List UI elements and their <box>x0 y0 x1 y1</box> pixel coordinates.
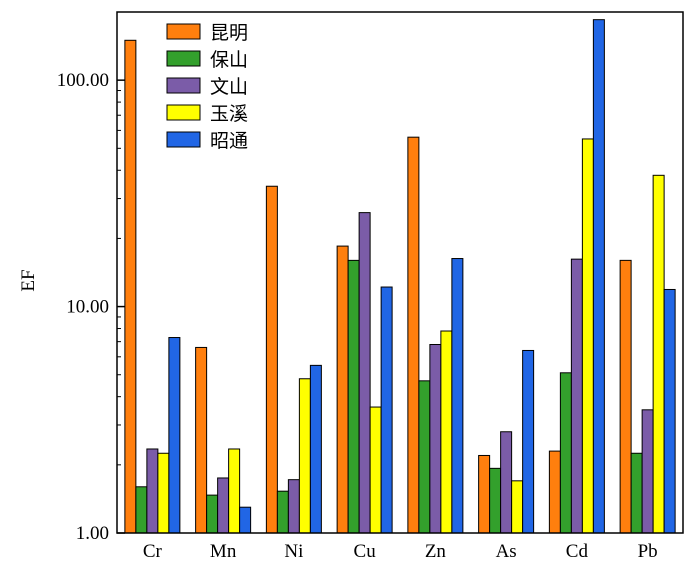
bar-Ni-昆明 <box>265 185 278 534</box>
legend-label-玉溪: 玉溪 <box>210 103 248 125</box>
bar-Cr-保山 <box>135 486 148 534</box>
bar-Cr-昆明 <box>124 39 137 534</box>
bar-Pb-昭通 <box>663 288 676 534</box>
y-tick-label: 10.00 <box>66 297 109 318</box>
bar-Cu-玉溪 <box>369 406 382 534</box>
y-axis-title: EF <box>18 269 39 291</box>
bar-Zn-玉溪 <box>440 330 453 534</box>
legend-label-文山: 文山 <box>210 76 248 98</box>
x-tick-label-Pb: Pb <box>638 541 658 562</box>
bar-Cr-文山 <box>146 448 159 534</box>
bar-Zn-文山 <box>429 344 442 534</box>
bar-Ni-文山 <box>287 479 300 534</box>
bar-Zn-昆明 <box>407 136 420 534</box>
legend-swatch-昭通 <box>166 131 201 148</box>
bars-layer <box>124 19 676 534</box>
bar-Cu-文山 <box>358 212 371 534</box>
bar-Mn-文山 <box>217 477 230 534</box>
x-tick-label-Cr: Cr <box>143 541 163 562</box>
bar-As-保山 <box>489 467 502 534</box>
legend-swatch-昆明 <box>166 23 201 40</box>
bar-Zn-保山 <box>418 380 431 534</box>
bar-Cu-保山 <box>347 259 360 534</box>
bar-Cd-玉溪 <box>581 138 594 534</box>
bar-Mn-保山 <box>206 494 219 534</box>
legend-swatch-玉溪 <box>166 104 201 121</box>
bar-Cr-昭通 <box>168 337 181 534</box>
bar-Ni-玉溪 <box>298 378 311 534</box>
bar-Mn-昆明 <box>195 346 208 534</box>
bar-Ni-保山 <box>276 490 289 534</box>
plot-frame <box>116 11 684 534</box>
bar-Pb-昆明 <box>619 259 632 534</box>
bar-Cd-保山 <box>559 372 572 534</box>
bar-Cd-昆明 <box>548 450 561 534</box>
y-tick-label: 100.00 <box>57 70 109 91</box>
bar-Cr-玉溪 <box>157 452 170 534</box>
x-tick-label-As: As <box>496 541 517 562</box>
legend-swatch-保山 <box>166 50 201 67</box>
x-tick-label-Cu: Cu <box>354 541 377 562</box>
bar-As-玉溪 <box>511 480 524 534</box>
bar-Ni-昭通 <box>309 364 322 534</box>
x-axis: Cr Mn Ni Cu Zn As Cd Pb <box>143 541 658 562</box>
legend-swatch-文山 <box>166 77 201 94</box>
bar-Mn-昭通 <box>239 506 252 534</box>
bar-Cu-昆明 <box>336 245 349 534</box>
x-tick-label-Zn: Zn <box>425 541 447 562</box>
bar-As-文山 <box>500 431 513 534</box>
legend-label-昆明: 昆明 <box>210 22 248 44</box>
legend-label-保山: 保山 <box>210 49 248 71</box>
x-tick-label-Ni: Ni <box>284 541 303 562</box>
x-tick-label-Cd: Cd <box>566 541 589 562</box>
y-tick-label: 1.00 <box>76 523 109 544</box>
bar-Cd-文山 <box>570 258 583 534</box>
bar-Zn-昭通 <box>451 258 464 534</box>
bar-Pb-文山 <box>641 409 654 534</box>
bar-Pb-玉溪 <box>652 174 665 534</box>
x-tick-label-Mn: Mn <box>210 541 237 562</box>
legend-label-昭通: 昭通 <box>210 130 248 152</box>
bar-Pb-保山 <box>630 452 643 534</box>
bar-Cu-昭通 <box>380 286 393 534</box>
y-axis: 1.00 10.00 100.00 <box>57 11 125 544</box>
bar-As-昭通 <box>522 349 535 534</box>
bar-Mn-玉溪 <box>228 448 241 534</box>
bar-As-昆明 <box>478 454 491 534</box>
bar-Cd-昭通 <box>592 19 605 534</box>
